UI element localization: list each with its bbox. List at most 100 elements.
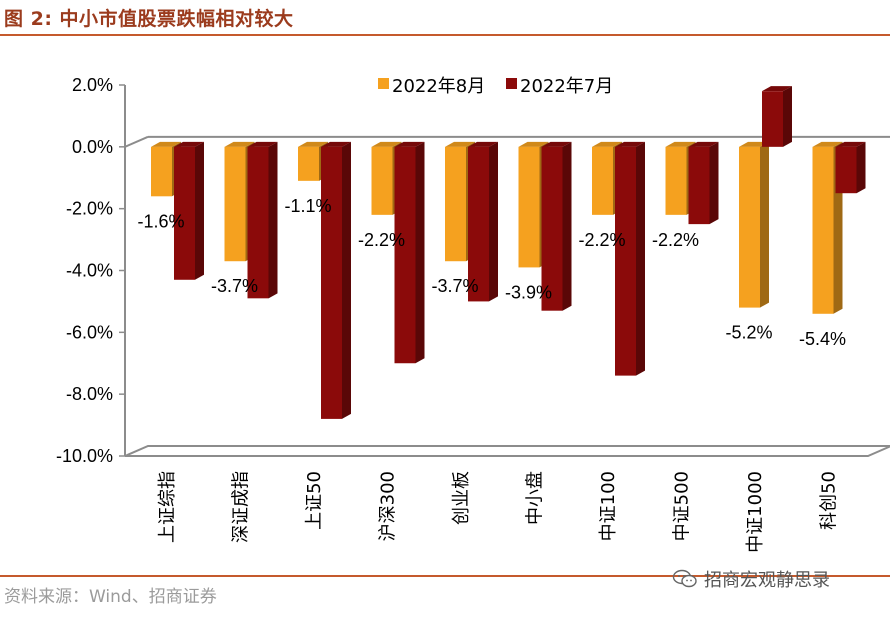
watermark-text: 招商宏观静思录 — [704, 570, 830, 591]
bar-front — [762, 91, 783, 147]
legend-label-aug: 2022年8月 — [392, 76, 485, 97]
bar-front — [739, 146, 760, 308]
bar-front — [224, 146, 246, 262]
bar-jul — [835, 141, 866, 194]
floor-plane — [124, 445, 890, 457]
chart-legend: 2022年8月 2022年7月 — [378, 76, 613, 97]
bar-jul — [174, 141, 204, 280]
y-tick-label: 0.0% — [72, 137, 113, 157]
zero-side-line — [124, 135, 149, 148]
bar-top — [541, 141, 572, 147]
data-labels: -1.6% -3.7% -1.1% -2.2% -3.7% -3.9% -2.2% -2.2%… — [137, 196, 846, 349]
bar-top — [812, 141, 843, 147]
bar-top — [394, 141, 425, 147]
legend-swatch-aug — [378, 78, 389, 89]
bar-front — [151, 146, 172, 197]
bar-jul — [247, 141, 278, 299]
y-tick-label: -8.0% — [66, 384, 113, 404]
bar-side — [268, 141, 278, 299]
bar-side — [342, 141, 351, 419]
bar-top — [371, 141, 402, 147]
bar-side — [636, 141, 645, 376]
title-rule — [0, 34, 890, 36]
bar-top — [151, 141, 181, 147]
bar-top — [468, 141, 498, 147]
y-tick-label: -6.0% — [66, 322, 113, 342]
bar-top — [592, 141, 622, 147]
bar-side — [760, 141, 769, 308]
bar-side — [562, 141, 572, 311]
bar-front — [371, 146, 393, 215]
data-label-aug: -3.7% — [211, 276, 258, 296]
bar-front — [321, 146, 342, 419]
data-label-aug: -2.2% — [578, 230, 625, 250]
category-label: 中证100 — [598, 471, 619, 541]
source-note: 资料来源：Wind、招商证券 — [4, 587, 217, 607]
data-label-aug: -5.4% — [799, 329, 846, 349]
category-label: 科创50 — [819, 471, 840, 530]
category-label: 中证500 — [672, 471, 693, 541]
legend-label-jul: 2022年7月 — [520, 76, 613, 97]
bar-jul — [468, 141, 498, 302]
category-label: 沪深300 — [378, 471, 399, 541]
bar-front — [468, 146, 489, 302]
y-tick-label: 2.0% — [72, 75, 113, 95]
data-label-aug: -5.2% — [725, 323, 772, 343]
bar-front — [615, 146, 636, 376]
bar-top — [762, 86, 792, 92]
bar-front — [812, 146, 834, 314]
bar-jul — [762, 86, 792, 147]
bar-side — [489, 141, 498, 302]
y-tick-label: -4.0% — [66, 261, 113, 281]
data-label-aug: -2.2% — [358, 230, 405, 250]
bar-side — [856, 141, 866, 194]
bar-jul — [321, 141, 351, 419]
bar-top — [174, 141, 204, 147]
bar-front — [665, 146, 687, 215]
bar-side — [709, 141, 719, 225]
y-tick-label: -2.0% — [66, 199, 113, 219]
bar-jul — [688, 141, 719, 225]
data-label-aug: -3.7% — [431, 276, 478, 296]
bar-top — [298, 141, 328, 147]
bar-top — [247, 141, 278, 147]
watermark: 招商宏观静思录 — [672, 566, 830, 592]
bar-top — [224, 141, 255, 147]
legend-swatch-jul — [506, 78, 517, 89]
bar-front — [541, 146, 563, 311]
bar-side — [415, 141, 425, 364]
bar-side — [195, 141, 204, 280]
bar-front — [247, 146, 269, 299]
category-label: 深证成指 — [231, 471, 252, 543]
bar-aug — [739, 141, 769, 308]
bar-top — [615, 141, 645, 147]
bar-front — [835, 146, 857, 194]
data-label-aug: -3.9% — [505, 282, 552, 302]
category-labels: 上证综指 深证成指 上证50 沪深300 创业板 中小盘 中证100 中证500 中证1000 科… — [157, 471, 840, 553]
bar-jul — [541, 141, 572, 311]
category-label: 中小盘 — [525, 471, 546, 525]
data-label-aug: -1.6% — [137, 211, 184, 231]
category-label: 中证1000 — [745, 471, 766, 553]
bar-front — [688, 146, 710, 225]
bar-front — [592, 146, 613, 215]
bar-side — [783, 86, 792, 147]
bar-front — [445, 146, 466, 262]
figure-title: 图 2: 中小市值股票跌幅相对较大 — [4, 8, 294, 30]
bar-front — [394, 146, 416, 364]
bar-top — [688, 141, 719, 147]
bar-front — [174, 146, 195, 280]
wechat-icon — [672, 569, 697, 588]
data-label-aug: -2.2% — [652, 230, 699, 250]
y-tick-label: -10.0% — [56, 446, 113, 466]
chart-bars — [151, 86, 866, 419]
bar-top — [518, 141, 549, 147]
bar-top — [665, 141, 696, 147]
bar-front — [518, 146, 540, 268]
bar-top — [321, 141, 351, 147]
bar-top — [739, 141, 769, 147]
category-label: 创业板 — [451, 471, 472, 525]
data-label-aug: -1.1% — [284, 196, 331, 216]
bar-jul — [615, 141, 645, 376]
